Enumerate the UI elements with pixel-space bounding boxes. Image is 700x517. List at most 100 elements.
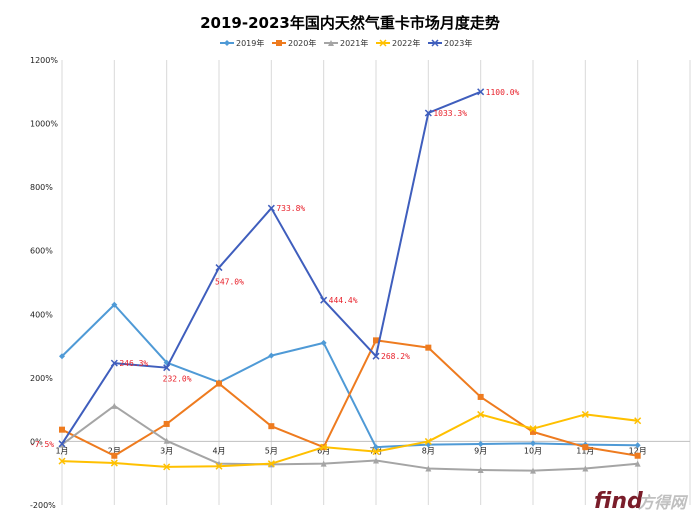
y-tick-label: 1000% bbox=[30, 120, 58, 129]
data-label: 232.0% bbox=[163, 375, 192, 384]
data-point bbox=[634, 452, 641, 459]
data-label: 733.8% bbox=[276, 204, 305, 213]
data-point bbox=[276, 40, 282, 46]
data-point bbox=[110, 459, 118, 467]
data-point bbox=[268, 352, 275, 359]
data-point bbox=[163, 437, 170, 444]
legend: 2019年 2020年 2021年 2022年 2023年 bbox=[220, 38, 472, 48]
data-point bbox=[530, 428, 536, 435]
legend-label: 2021年 bbox=[340, 38, 368, 48]
legend-item: 2019年 bbox=[220, 38, 264, 48]
legend-label: 2023年 bbox=[444, 38, 472, 48]
data-point bbox=[373, 457, 379, 464]
watermark-suffix: 方得网 bbox=[638, 493, 689, 512]
data-point bbox=[224, 40, 230, 46]
data-point bbox=[111, 301, 118, 308]
legend-item: 2023年 bbox=[428, 38, 472, 48]
data-label: 268.2% bbox=[381, 352, 410, 361]
data-labels-layer: -7.5% 246.3% 232.0% 547.0% 733.8% 444.4% 268.2… bbox=[30, 88, 520, 449]
data-point bbox=[477, 440, 484, 447]
watermark-prefix: find bbox=[594, 489, 643, 514]
x-tick-label: 10月 bbox=[524, 446, 542, 455]
data-point bbox=[320, 443, 328, 451]
legend-item: 2020年 bbox=[272, 38, 316, 48]
data-point bbox=[634, 417, 642, 425]
x-tick-label: 3月 bbox=[160, 446, 173, 455]
data-point bbox=[424, 437, 432, 445]
data-point bbox=[372, 352, 380, 360]
legend-item: 2021年 bbox=[324, 38, 368, 48]
data-point bbox=[267, 204, 275, 212]
data-point bbox=[216, 380, 222, 387]
data-point bbox=[477, 88, 485, 96]
data-point bbox=[582, 444, 589, 451]
series-line bbox=[61, 413, 638, 468]
data-point bbox=[477, 410, 485, 418]
data-label: -7.5% bbox=[30, 440, 54, 449]
y-tick-label: 0% bbox=[30, 437, 43, 446]
x-tick-label: 9月 bbox=[474, 446, 487, 455]
watermark: find 方得网 bbox=[594, 489, 689, 514]
data-point bbox=[110, 359, 118, 367]
x-tick-label: 12月 bbox=[629, 446, 647, 455]
data-point bbox=[425, 465, 432, 472]
x-tick-label: 2月 bbox=[108, 446, 121, 455]
y-tick-label: 600% bbox=[30, 247, 53, 256]
y-tick-label: 1200% bbox=[30, 56, 58, 65]
data-point bbox=[111, 402, 118, 409]
legend-item: 2022年 bbox=[376, 38, 420, 48]
series-2023年 bbox=[58, 88, 485, 448]
data-point bbox=[267, 460, 275, 468]
data-point bbox=[529, 425, 537, 433]
data-point bbox=[634, 442, 641, 449]
x-tick-label: 1月 bbox=[55, 446, 68, 455]
series-layer bbox=[58, 88, 642, 474]
data-point bbox=[59, 353, 65, 360]
y-tick-label: -200% bbox=[30, 501, 56, 510]
series-line bbox=[61, 404, 638, 472]
data-point bbox=[581, 410, 589, 418]
data-point bbox=[530, 440, 536, 447]
data-label: 246.3% bbox=[119, 359, 148, 368]
series-line bbox=[61, 339, 638, 457]
data-point bbox=[373, 444, 379, 451]
grid-lines bbox=[61, 60, 691, 505]
data-point bbox=[215, 264, 223, 272]
legend-label: 2019年 bbox=[236, 38, 264, 48]
data-point bbox=[425, 344, 432, 351]
data-point bbox=[320, 460, 327, 467]
data-label: 444.4% bbox=[329, 296, 358, 305]
legend-label: 2020年 bbox=[288, 38, 316, 48]
data-point bbox=[530, 467, 536, 474]
data-point bbox=[215, 462, 223, 470]
y-tick-label: 200% bbox=[30, 374, 53, 383]
chart-title: 2019-2023年国内天然气重卡市场月度走势 bbox=[200, 14, 500, 32]
data-point bbox=[58, 457, 66, 465]
y-axis: -200% 0% 200% 400% 600% 800% 1000% 1200% bbox=[30, 56, 58, 510]
data-point bbox=[58, 440, 66, 448]
data-point bbox=[431, 39, 439, 47]
data-point bbox=[163, 420, 170, 427]
data-point bbox=[328, 40, 334, 46]
data-point bbox=[477, 393, 484, 400]
data-point bbox=[163, 364, 171, 372]
data-label: 1033.3% bbox=[433, 109, 467, 118]
data-point bbox=[373, 337, 379, 344]
data-label: 1100.0% bbox=[486, 88, 520, 97]
data-point bbox=[268, 423, 275, 430]
legend-label: 2022年 bbox=[392, 38, 420, 48]
data-point bbox=[320, 339, 327, 346]
y-tick-label: 400% bbox=[30, 310, 53, 319]
data-point bbox=[163, 463, 171, 471]
y-tick-label: 800% bbox=[30, 183, 53, 192]
data-point bbox=[372, 448, 380, 456]
x-tick-label: 6月 bbox=[317, 446, 330, 455]
data-point bbox=[379, 39, 387, 47]
data-point bbox=[59, 426, 65, 433]
x-tick-label: 11月 bbox=[576, 446, 594, 455]
data-point bbox=[634, 460, 641, 467]
x-tick-label: 8月 bbox=[422, 446, 435, 455]
data-label: 547.0% bbox=[215, 278, 244, 287]
